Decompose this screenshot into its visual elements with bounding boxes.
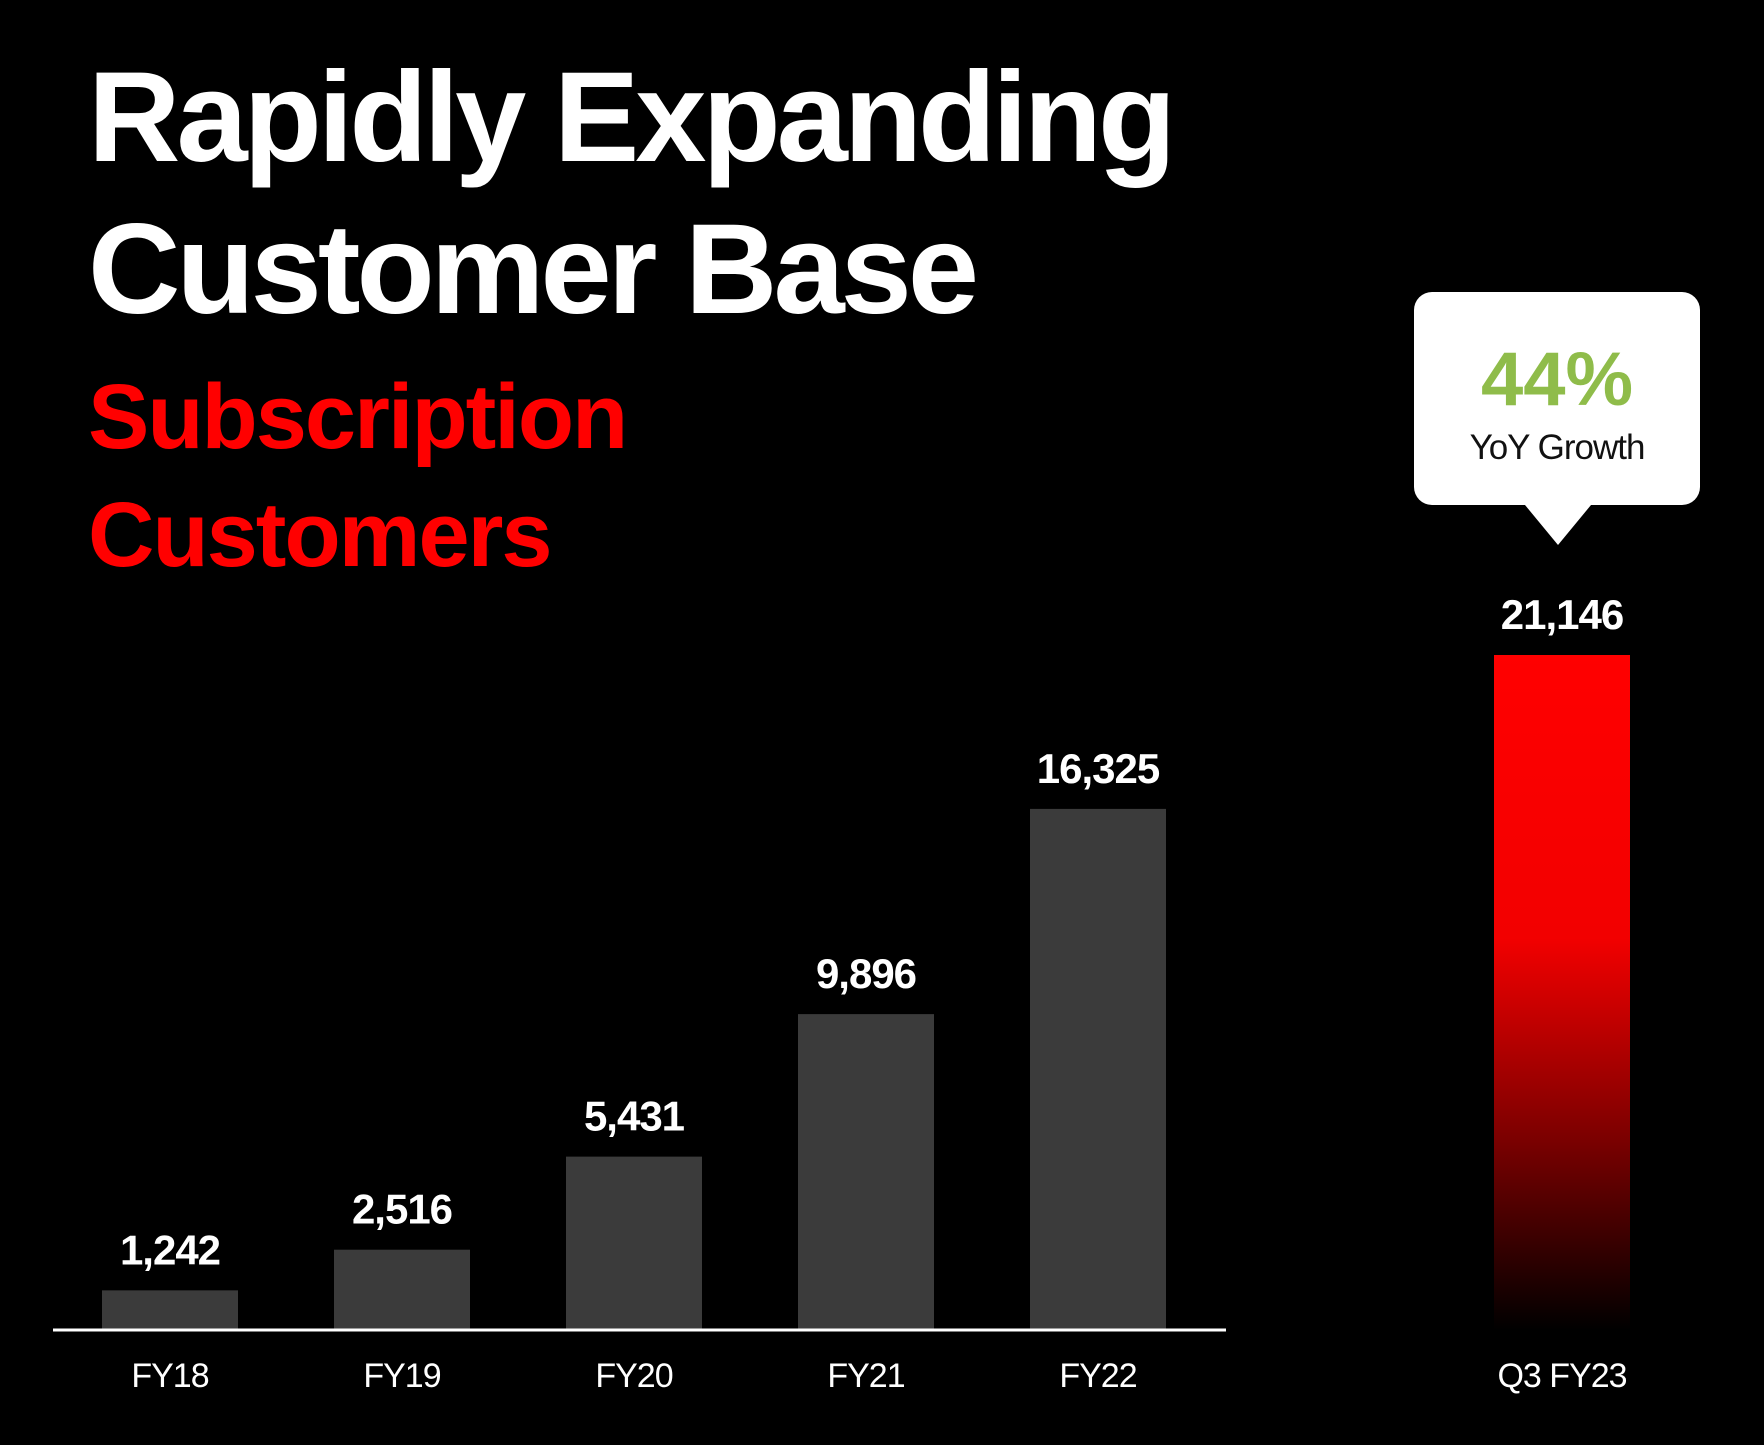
- bar-fy19: [334, 1249, 470, 1330]
- title-line-1: Rapidly Expanding: [88, 46, 1176, 189]
- x-tick-label: FY21: [827, 1357, 904, 1395]
- bar-fy22: [1030, 808, 1166, 1330]
- data-label: 2,516: [352, 1186, 452, 1233]
- growth-percentage: 44%: [1480, 337, 1634, 422]
- bar-fy20: [566, 1156, 702, 1330]
- bar-fy21: [798, 1014, 934, 1330]
- growth-callout: 44% YoY Growth: [1414, 292, 1700, 545]
- data-label: 21,146: [1501, 591, 1623, 638]
- x-tick-label: FY19: [363, 1357, 440, 1395]
- chart-subtitle: Subscription Customers: [88, 358, 628, 594]
- subtitle-line-1: Subscription: [88, 366, 628, 468]
- data-label: 9,896: [816, 950, 916, 997]
- x-tick-label: FY20: [595, 1357, 672, 1395]
- data-label: 16,325: [1037, 745, 1160, 792]
- subtitle-line-2: Customers: [88, 484, 553, 586]
- data-label: 5,431: [584, 1093, 685, 1140]
- x-tick-label: FY22: [1059, 1357, 1136, 1395]
- growth-label: YoY Growth: [1469, 428, 1646, 467]
- bar-fy18: [102, 1290, 238, 1330]
- data-label: 1,242: [120, 1226, 220, 1273]
- page-title: Rapidly Expanding Customer Base: [88, 42, 1176, 346]
- title-line-2: Customer Base: [88, 198, 979, 341]
- bar-q3-fy23: [1494, 655, 1630, 1330]
- x-tick-label: FY18: [131, 1357, 208, 1395]
- x-tick-label: Q3 FY23: [1497, 1357, 1626, 1395]
